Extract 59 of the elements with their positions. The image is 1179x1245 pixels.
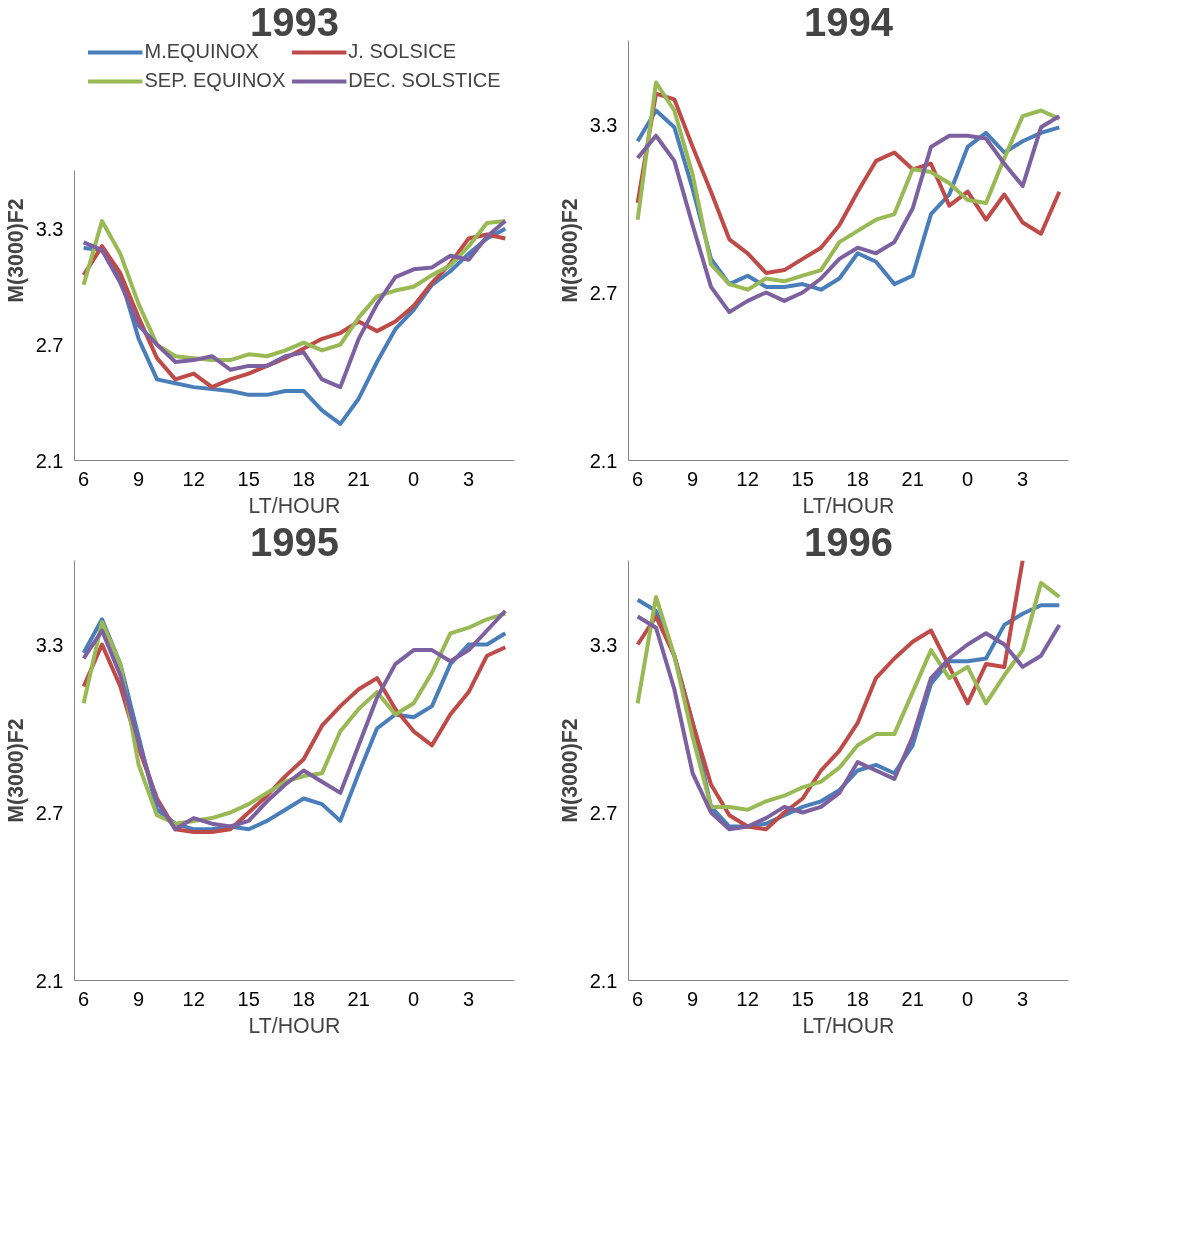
- x-tick-label: 0: [962, 467, 974, 490]
- y-tick-label: 3.3: [35, 633, 64, 656]
- x-tick-label: 15: [237, 467, 260, 490]
- y-tick-label: 2.1: [35, 449, 64, 472]
- chart-title: 1995: [250, 519, 339, 564]
- x-tick-label: 15: [791, 987, 814, 1010]
- y-tick-label: 2.1: [589, 449, 618, 472]
- y-axis-title: M(3000)F2: [557, 718, 582, 823]
- x-axis-title: LT/HOUR: [248, 493, 341, 518]
- y-axis-title: M(3000)F2: [3, 718, 28, 823]
- y-tick-label: 3.3: [589, 113, 618, 136]
- chart-title: 1994: [804, 0, 894, 44]
- x-axis-title: LT/HOUR: [248, 1013, 341, 1038]
- x-tick-label: 21: [901, 467, 924, 490]
- y-tick-label: 2.1: [589, 969, 618, 992]
- x-tick-label: 0: [962, 987, 974, 1010]
- y-tick-label: 2.1: [35, 969, 64, 992]
- y-tick-label: 3.3: [589, 633, 618, 656]
- x-tick-label: 18: [292, 987, 315, 1010]
- x-tick-label: 9: [133, 467, 145, 490]
- y-tick-label: 2.7: [589, 281, 618, 304]
- x-tick-label: 12: [736, 467, 759, 490]
- x-tick-label: 6: [632, 987, 644, 1010]
- x-tick-label: 18: [846, 987, 869, 1010]
- x-tick-label: 0: [408, 987, 420, 1010]
- y-axis-title: M(3000)F2: [3, 198, 28, 303]
- x-tick-label: 21: [901, 987, 924, 1010]
- legend-label: J. SOLSICE: [348, 40, 457, 63]
- x-tick-label: 21: [347, 467, 370, 490]
- x-tick-label: 3: [463, 987, 475, 1010]
- line-series: [81, 219, 508, 363]
- x-tick-label: 0: [408, 467, 420, 490]
- x-tick-label: 15: [791, 467, 814, 490]
- x-tick-label: 12: [182, 467, 205, 490]
- chart-title: 1996: [804, 519, 893, 564]
- x-tick-label: 6: [78, 987, 90, 1010]
- x-tick-label: 9: [687, 987, 699, 1010]
- y-tick-label: 2.7: [589, 801, 618, 824]
- x-tick-label: 18: [846, 467, 869, 490]
- x-tick-label: 9: [133, 987, 145, 1010]
- x-tick-label: 12: [182, 987, 205, 1010]
- x-tick-label: 3: [1017, 467, 1029, 490]
- x-tick-label: 21: [347, 987, 370, 1010]
- legend-label: DEC. SOLSTICE: [348, 69, 501, 92]
- x-axis-title: LT/HOUR: [802, 1013, 895, 1038]
- x-tick-label: 6: [78, 467, 90, 490]
- x-tick-label: 3: [1017, 987, 1029, 1010]
- x-tick-label: 18: [292, 467, 315, 490]
- y-tick-label: 2.7: [35, 333, 64, 356]
- x-tick-label: 15: [237, 987, 260, 1010]
- x-tick-label: 12: [736, 987, 759, 1010]
- y-tick-label: 2.7: [35, 801, 64, 824]
- x-axis-title: LT/HOUR: [802, 493, 895, 518]
- y-axis-title: M(3000)F2: [557, 198, 582, 303]
- legend-label: SEP. EQUINOX: [144, 69, 286, 92]
- y-tick-label: 3.3: [35, 217, 64, 240]
- x-tick-label: 3: [463, 467, 475, 490]
- x-tick-label: 9: [687, 467, 699, 490]
- x-tick-label: 6: [632, 467, 644, 490]
